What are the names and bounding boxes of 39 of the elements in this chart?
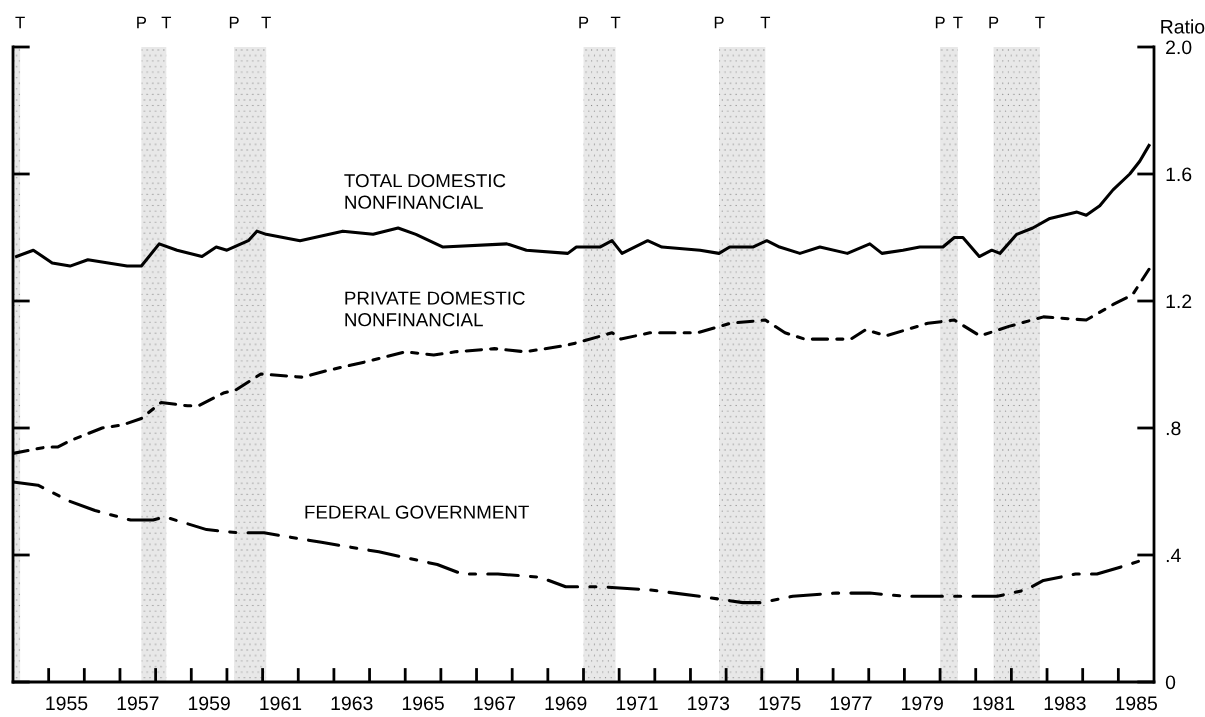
y-axis-title: Ratio (1161, 19, 1205, 34)
text: T (1035, 16, 1045, 29)
x-tick-label: 1967 (474, 696, 516, 711)
series-label: FEDERAL GOVERNMENT (305, 505, 529, 519)
x-tick-label: 1961 (260, 696, 302, 711)
x-tick-label: 1969 (545, 696, 587, 711)
y-tick-label: .8 (1166, 421, 1181, 436)
x-tick-label: 1983 (1044, 696, 1086, 711)
series-label: TOTAL DOMESTIC NONFINANCIAL (344, 174, 506, 209)
text: T (953, 16, 963, 29)
x-tick-label: 1965 (402, 696, 444, 711)
x-tick-label: 1981 (973, 696, 1015, 711)
x-tick-label: 1959 (188, 696, 230, 711)
text: T (610, 16, 621, 29)
y-tick-label: .4 (1166, 548, 1181, 563)
series-label: PRIVATE DOMESTIC NONFINANCIAL (345, 291, 525, 327)
x-tick-label: 1975 (759, 696, 801, 711)
x-tick-label: 1957 (117, 696, 159, 711)
text: T (760, 16, 771, 29)
y-tick-label: 1.6 (1166, 167, 1192, 182)
text: T (261, 16, 271, 29)
y-tick-label: 1.2 (1166, 294, 1192, 309)
x-tick-label: 1971 (616, 696, 658, 711)
x-tick-label: 1955 (46, 696, 88, 711)
text: P (229, 16, 239, 29)
text: P (989, 16, 999, 29)
y-tick-label: 0 (1165, 675, 1176, 690)
text: P (579, 16, 589, 29)
x-tick-label: 1979 (902, 696, 943, 711)
x-tick-label: 1977 (830, 696, 872, 711)
x-tick-label: 1973 (688, 696, 730, 711)
x-tick-label: 1963 (331, 696, 373, 711)
text: P (137, 16, 147, 29)
text: P (935, 16, 945, 29)
text: T (161, 16, 172, 29)
y-tick-label: 2.0 (1166, 40, 1192, 55)
text: T (15, 16, 25, 29)
x-tick-label: 1985 (1116, 696, 1157, 711)
text: P (714, 16, 724, 29)
